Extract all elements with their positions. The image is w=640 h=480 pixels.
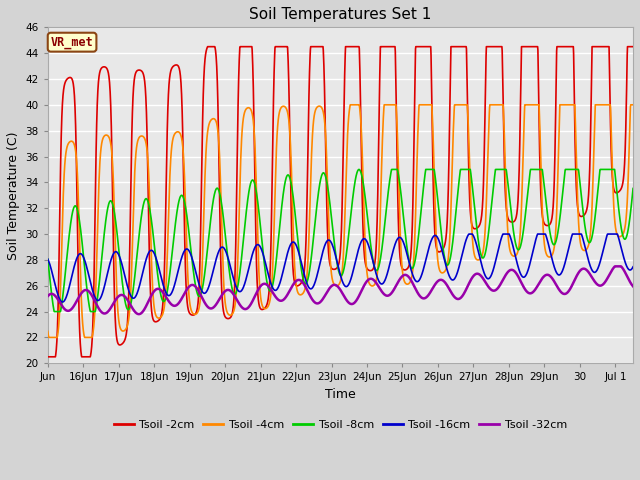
- Tsoil -16cm: [44, 256, 52, 262]
- Tsoil -8cm: [314, 200, 321, 206]
- Tsoil -2cm: [629, 44, 637, 49]
- Tsoil -8cm: [44, 256, 52, 262]
- Tsoil -4cm: [45, 335, 52, 340]
- Line: Tsoil -4cm: Tsoil -4cm: [48, 105, 633, 337]
- Tsoil -4cm: [612, 229, 620, 235]
- Tsoil -4cm: [329, 278, 337, 284]
- Tsoil -4cm: [74, 184, 82, 190]
- Tsoil -32cm: [44, 293, 52, 299]
- Tsoil -2cm: [612, 190, 620, 196]
- Tsoil -2cm: [612, 190, 620, 196]
- Tsoil -32cm: [135, 311, 143, 317]
- Tsoil -2cm: [505, 217, 513, 223]
- Legend: Tsoil -2cm, Tsoil -4cm, Tsoil -8cm, Tsoil -16cm, Tsoil -32cm: Tsoil -2cm, Tsoil -4cm, Tsoil -8cm, Tsoi…: [109, 416, 572, 435]
- Tsoil -8cm: [629, 186, 637, 192]
- Line: Tsoil -2cm: Tsoil -2cm: [48, 47, 633, 357]
- Tsoil -16cm: [74, 253, 82, 259]
- Tsoil -16cm: [506, 231, 513, 237]
- Tsoil -32cm: [612, 264, 620, 269]
- Tsoil -2cm: [314, 44, 321, 49]
- Tsoil -32cm: [613, 264, 621, 269]
- Tsoil -4cm: [44, 328, 52, 334]
- Tsoil -2cm: [74, 236, 81, 241]
- Tsoil -2cm: [329, 266, 337, 272]
- Tsoil -8cm: [388, 167, 396, 172]
- Y-axis label: Soil Temperature (C): Soil Temperature (C): [7, 131, 20, 260]
- Tsoil -4cm: [347, 102, 355, 108]
- Tsoil -2cm: [204, 44, 211, 49]
- Tsoil -4cm: [314, 104, 321, 110]
- Line: Tsoil -16cm: Tsoil -16cm: [48, 234, 633, 302]
- Tsoil -16cm: [465, 231, 473, 237]
- Tsoil -16cm: [59, 299, 67, 305]
- Tsoil -32cm: [629, 284, 637, 289]
- Tsoil -4cm: [629, 102, 637, 108]
- Tsoil -16cm: [329, 243, 337, 249]
- Tsoil -8cm: [329, 226, 337, 231]
- Tsoil -8cm: [51, 309, 58, 314]
- Title: Soil Temperatures Set 1: Soil Temperatures Set 1: [249, 7, 431, 22]
- Tsoil -32cm: [74, 297, 81, 302]
- Tsoil -8cm: [74, 209, 82, 215]
- Tsoil -16cm: [314, 272, 321, 278]
- Tsoil -32cm: [314, 300, 321, 306]
- Tsoil -4cm: [506, 243, 513, 249]
- Tsoil -32cm: [329, 282, 337, 288]
- Line: Tsoil -32cm: Tsoil -32cm: [48, 266, 633, 314]
- Line: Tsoil -8cm: Tsoil -8cm: [48, 169, 633, 312]
- Tsoil -32cm: [611, 264, 619, 269]
- Tsoil -8cm: [612, 184, 620, 190]
- Tsoil -8cm: [613, 187, 621, 192]
- Tsoil -2cm: [44, 354, 52, 360]
- Tsoil -16cm: [629, 264, 637, 270]
- Tsoil -16cm: [612, 231, 620, 237]
- Text: VR_met: VR_met: [51, 36, 93, 48]
- Tsoil -16cm: [613, 231, 621, 237]
- X-axis label: Time: Time: [325, 388, 356, 401]
- Tsoil -8cm: [506, 192, 513, 198]
- Tsoil -4cm: [613, 230, 621, 236]
- Tsoil -32cm: [505, 268, 513, 274]
